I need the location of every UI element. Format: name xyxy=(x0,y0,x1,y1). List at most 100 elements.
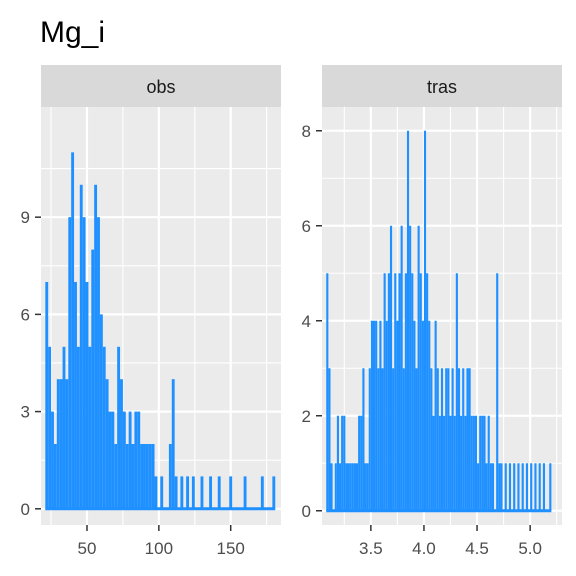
histogram-bar xyxy=(424,131,426,511)
histogram-bar xyxy=(91,250,94,509)
histogram-bar xyxy=(367,463,369,511)
histogram-bar xyxy=(479,416,481,511)
histogram-bar xyxy=(539,463,541,511)
histogram-bar xyxy=(175,476,178,508)
histogram-bar xyxy=(45,282,48,509)
histogram-bar xyxy=(337,416,339,511)
histogram-bar xyxy=(375,321,377,511)
histogram-bar xyxy=(60,379,63,509)
histogram-bar xyxy=(452,368,454,511)
histogram-bar xyxy=(473,416,475,511)
histogram-bar xyxy=(126,444,129,509)
histogram-bar xyxy=(229,476,232,508)
histogram-bar xyxy=(413,321,415,511)
histogram-bar xyxy=(356,463,358,511)
histogram-bar xyxy=(449,416,451,511)
histogram-bar xyxy=(377,368,379,511)
histogram-bar xyxy=(392,368,394,511)
histogram-bar xyxy=(500,463,502,511)
histogram-bar xyxy=(469,368,471,511)
histogram-bar xyxy=(106,379,109,509)
histogram-bar xyxy=(458,368,460,511)
histogram-bar xyxy=(186,476,189,508)
histogram-bar xyxy=(123,412,126,509)
histogram-bar xyxy=(152,444,155,509)
histogram-bar xyxy=(522,463,524,511)
histogram-bar xyxy=(471,416,473,511)
histogram-bar xyxy=(443,416,445,511)
histogram-bar xyxy=(407,131,409,511)
histogram-bar xyxy=(422,321,424,511)
chart-title: Mg_i xyxy=(40,16,105,49)
histogram-bar xyxy=(373,321,375,511)
histogram-bar xyxy=(420,273,422,511)
histogram-bar xyxy=(435,321,437,511)
x-tick-label: 100 xyxy=(145,539,173,558)
histogram-bar xyxy=(354,463,356,511)
histogram-bar xyxy=(513,463,515,511)
y-tick-label: 0 xyxy=(302,502,311,521)
x-tick-label: 3.5 xyxy=(359,539,383,558)
histogram-bar xyxy=(343,416,345,511)
histogram-bar xyxy=(244,476,247,508)
histogram-bar xyxy=(48,347,51,509)
histogram-bar xyxy=(369,368,371,511)
histogram-bar xyxy=(488,416,490,511)
histogram-bar xyxy=(498,463,500,511)
histogram-bar xyxy=(160,476,163,508)
histogram-bar xyxy=(94,185,97,509)
histogram-bar xyxy=(74,282,77,509)
histogram-bar xyxy=(430,368,432,511)
y-tick-label: 0 xyxy=(21,500,30,519)
histogram-bar xyxy=(111,412,114,509)
x-axis-ticks-obs: 50 100 150 xyxy=(78,525,245,558)
histogram-bar xyxy=(517,463,519,511)
histogram-bar xyxy=(97,217,100,509)
histogram-bar xyxy=(134,412,137,509)
histogram-bar xyxy=(103,347,106,509)
histogram-bar xyxy=(68,217,71,509)
y-tick-label: 2 xyxy=(302,407,311,426)
y-tick-label: 4 xyxy=(302,312,311,331)
histogram-bar xyxy=(456,273,458,511)
histogram-bar xyxy=(143,444,146,509)
histogram-bar xyxy=(462,368,464,511)
histogram-bar xyxy=(437,368,439,511)
histogram-bar xyxy=(526,463,528,511)
histogram-bar xyxy=(326,273,328,511)
histogram-bar xyxy=(77,347,80,509)
histogram-bar xyxy=(388,273,390,511)
histogram-bar xyxy=(261,476,264,508)
histogram-bar xyxy=(396,321,398,511)
y-tick-label: 6 xyxy=(302,217,311,236)
histogram-bar xyxy=(335,463,337,511)
histogram-bar xyxy=(352,463,354,511)
histogram-bar xyxy=(109,412,112,509)
histogram-bar xyxy=(347,463,349,511)
histogram-bar xyxy=(146,444,149,509)
histogram-bar xyxy=(432,416,434,511)
x-tick-label: 5.0 xyxy=(518,539,542,558)
y-axis-ticks-obs: 0 3 6 9 xyxy=(21,208,41,519)
histogram-bar xyxy=(132,444,135,509)
histogram-bar xyxy=(57,379,60,509)
histogram-bar xyxy=(63,347,66,509)
histogram-bar xyxy=(218,476,221,508)
histogram-bar xyxy=(509,463,511,511)
histogram-bar xyxy=(386,321,388,511)
y-tick-label: 6 xyxy=(21,305,30,324)
histogram-bar xyxy=(358,416,360,511)
histogram-bar xyxy=(439,416,441,511)
histogram-bar xyxy=(418,226,420,511)
histogram-bar xyxy=(381,368,383,511)
histogram-bar xyxy=(83,217,86,509)
histogram-bar xyxy=(71,152,74,508)
histogram-bar xyxy=(100,314,103,508)
histogram-bar xyxy=(411,273,413,511)
histogram-bar xyxy=(409,226,411,511)
histogram-bar xyxy=(120,379,123,509)
histogram-bar xyxy=(405,273,407,511)
histogram-bar xyxy=(447,368,449,511)
facet-panel-obs: obs 50 100 150 0 3 6 9 xyxy=(21,65,281,558)
histogram-bar xyxy=(549,463,551,511)
